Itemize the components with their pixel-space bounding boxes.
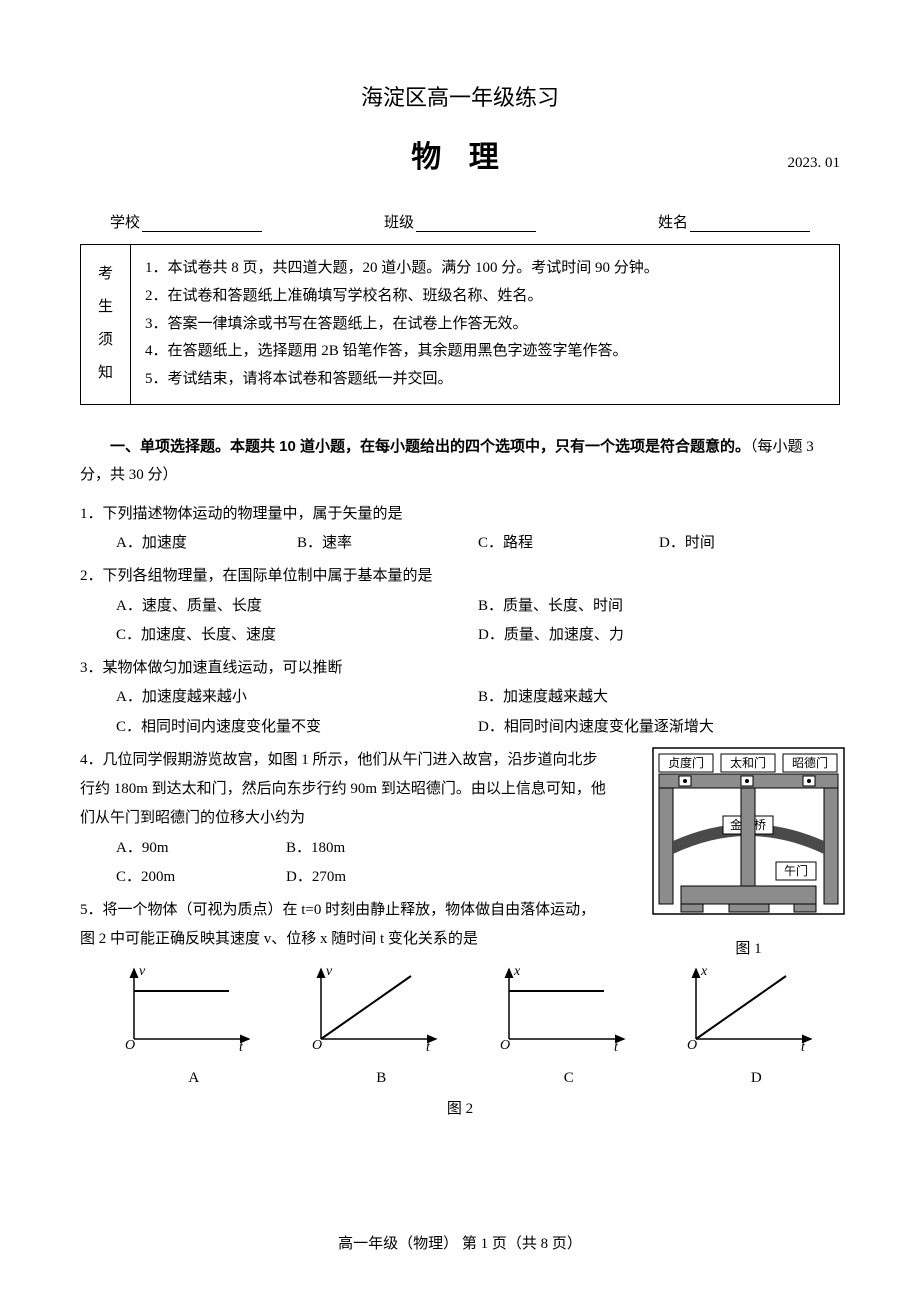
question-3: 3．某物体做匀加速直线运动，可以推断 A．加速度越来越小 B．加速度越来越大 C… [80,654,840,742]
name-blank: 姓名 [658,211,810,232]
q1-stem: 1．下列描述物体运动的物理量中，属于矢量的是 [80,500,840,529]
section-1-bold: 一、单项选择题。本题共 10 道小题，在每小题给出的四个选项中，只有一个选项是符… [110,438,750,455]
subject-heading: 物 理 [411,141,509,174]
svg-text:O: O [312,1038,322,1051]
figure-1-caption: 图 1 [651,935,846,964]
q2-stem: 2．下列各组物理量，在国际单位制中属于基本量的是 [80,562,840,591]
char: 须 [98,324,113,357]
q4-opt-b: B．180m [286,834,456,863]
q4-stem: 4．几位同学假期游览故宫，如图 1 所示，他们从午门进入故宫，沿步道向北步行约 … [80,746,610,834]
chart-c-label: C [504,1064,634,1093]
chart-b-icon: v O t [296,961,446,1051]
q3-opt-d: D．相同时间内速度变化量逐渐增大 [478,713,840,742]
exam-date: 2023. 01 [788,155,841,172]
page-title: 海淀区高一年级练习 [80,80,840,112]
school-label: 学校 [110,211,140,232]
page-footer: 高一年级（物理） 第 1 页（共 8 页） [0,1232,920,1253]
q3-opt-c: C．相同时间内速度变化量不变 [116,713,478,742]
svg-text:x: x [513,964,521,979]
chart-a: v O t A [109,961,259,1094]
q3-opt-b: B．加速度越来越大 [478,683,840,712]
svg-text:t: t [614,1040,619,1051]
q3-stem: 3．某物体做匀加速直线运动，可以推断 [80,654,840,683]
instructions-box: 考 生 须 知 1．本试卷共 8 页，共四道大题，20 道小题。满分 100 分… [80,244,840,405]
q1-opt-d: D．时间 [659,529,840,558]
instructions-label: 考 生 须 知 [81,245,131,404]
svg-text:v: v [139,964,146,979]
q1-opt-b: B．速率 [297,529,478,558]
q4-opt-a: A．90m [116,834,286,863]
q4-opt-d: D．270m [286,863,456,892]
q2-opt-a: A．速度、质量、长度 [116,592,478,621]
svg-text:O: O [687,1038,697,1051]
char: 考 [98,258,113,291]
chart-a-icon: v O t [109,961,259,1051]
q3-options: A．加速度越来越小 B．加速度越来越大 C．相同时间内速度变化量不变 D．相同时… [80,683,840,742]
chart-b-label: B [316,1064,446,1093]
instruction-item: 2．在试卷和答题纸上准确填写学校名称、班级名称、姓名。 [145,283,825,311]
instruction-item: 3．答案一律填涂或书写在答题纸上，在试卷上作答无效。 [145,311,825,339]
blank-line [416,214,536,232]
q4-opt-c: C．200m [116,863,286,892]
svg-text:午门: 午门 [784,863,808,878]
section-1-heading: 一、单项选择题。本题共 10 道小题，在每小题给出的四个选项中，只有一个选项是符… [80,433,840,490]
q2-opt-c: C．加速度、长度、速度 [116,621,478,650]
instruction-item: 4．在答题纸上，选择题用 2B 铅笔作答，其余题用黑色字迹签字笔作答。 [145,338,825,366]
instructions-list: 1．本试卷共 8 页，共四道大题，20 道小题。满分 100 分。考试时间 90… [131,245,839,404]
chart-c-icon: x O t [484,961,634,1051]
figure-1: 贞度门 太和门 昭德门 金水桥 [651,746,846,965]
instruction-item: 1．本试卷共 8 页，共四道大题，20 道小题。满分 100 分。考试时间 90… [145,255,825,283]
blank-line [142,214,262,232]
q1-opt-a: A．加速度 [116,529,297,558]
q2-options: A．速度、质量、长度 B．质量、长度、时间 C．加速度、长度、速度 D．质量、加… [80,592,840,651]
name-label: 姓名 [658,211,688,232]
chart-d: x O t D [671,961,821,1094]
chart-b: v O t B [296,961,446,1094]
q4-options-row2: C．200m D．270m [80,863,610,892]
q1-options: A．加速度 B．速率 C．路程 D．时间 [80,529,840,558]
q3-opt-a: A．加速度越来越小 [116,683,478,712]
svg-text:O: O [500,1038,510,1051]
chart-d-label: D [691,1064,821,1093]
chart-a-label: A [129,1064,259,1093]
svg-text:x: x [700,964,708,979]
char: 知 [98,357,113,390]
svg-text:贞度门: 贞度门 [668,755,704,770]
instruction-item: 5．考试结束，请将本试卷和答题纸一并交回。 [145,366,825,394]
question-1: 1．下列描述物体运动的物理量中，属于矢量的是 A．加速度 B．速率 C．路程 D… [80,500,840,559]
chart-d-icon: x O t [671,961,821,1051]
student-blanks: 学校 班级 姓名 [110,211,810,232]
q4-text: 4．几位同学假期游览故宫，如图 1 所示，他们从午门进入故宫，沿步道向北步行约 … [80,746,610,892]
figure-2-caption: 图 2 [80,1095,840,1124]
question-2: 2．下列各组物理量，在国际单位制中属于基本量的是 A．速度、质量、长度 B．质量… [80,562,840,650]
svg-text:v: v [326,964,333,979]
q4-options-row1: A．90m B．180m [80,834,610,863]
q1-opt-c: C．路程 [478,529,659,558]
q5-charts: v O t A v O t B x O t [90,961,840,1094]
char: 生 [98,291,113,324]
q5-stem: 5．将一个物体（可视为质点）在 t=0 时刻由静止释放，物体做自由落体运动，图 … [80,896,610,955]
chart-c: x O t C [484,961,634,1094]
school-blank: 学校 [110,211,262,232]
question-4: 4．几位同学假期游览故宫，如图 1 所示，他们从午门进入故宫，沿步道向北步行约 … [80,746,840,892]
svg-text:t: t [426,1040,431,1051]
q2-opt-b: B．质量、长度、时间 [478,592,840,621]
blank-line [690,214,810,232]
class-blank: 班级 [384,211,536,232]
palace-map-icon: 贞度门 太和门 昭德门 金水桥 [651,746,846,916]
svg-text:昭德门: 昭德门 [792,755,828,770]
svg-text:O: O [125,1038,135,1051]
subject-row: 物 理 2023. 01 [80,132,840,176]
q2-opt-d: D．质量、加速度、力 [478,621,840,650]
class-label: 班级 [384,211,414,232]
svg-text:太和门: 太和门 [730,755,766,770]
svg-text:t: t [239,1040,244,1051]
svg-text:t: t [801,1040,806,1051]
